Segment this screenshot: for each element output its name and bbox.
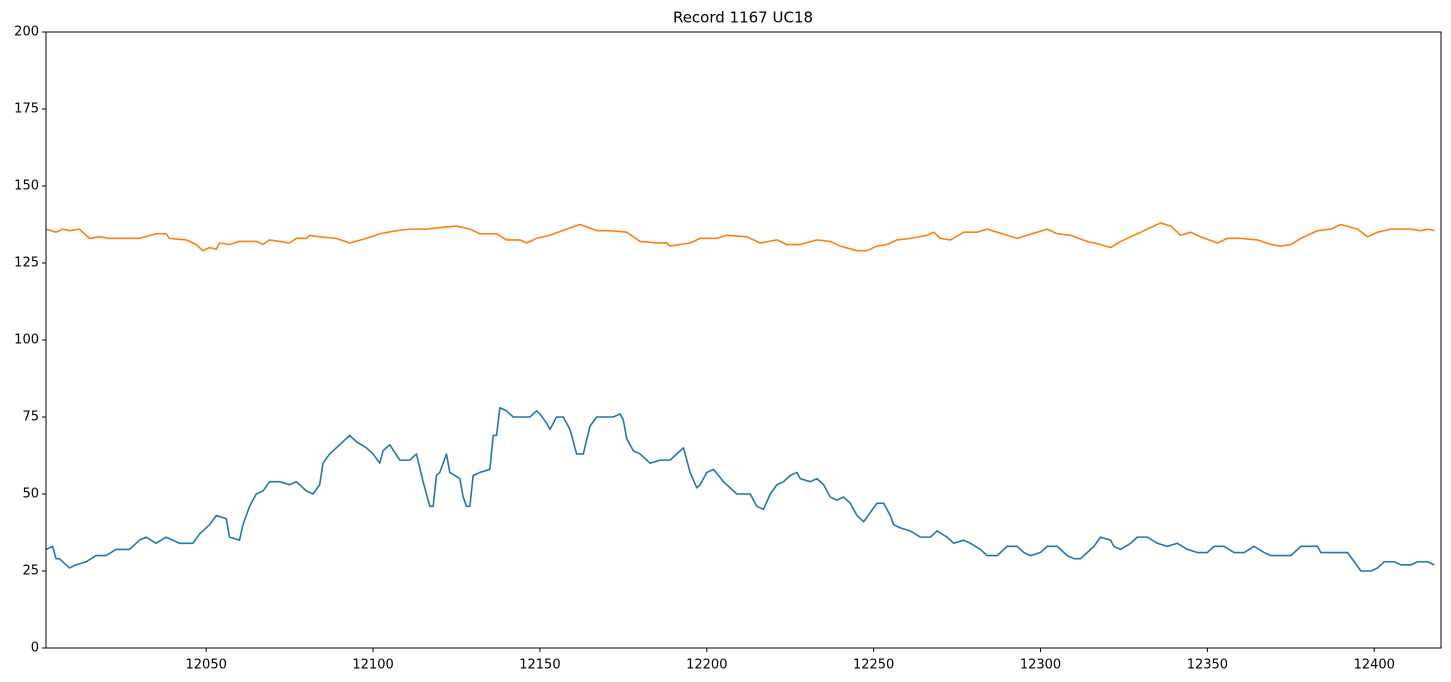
x-tick-label: 12150 bbox=[519, 658, 560, 673]
x-tick-label: 12100 bbox=[352, 658, 393, 673]
x-tick-label: 12400 bbox=[1354, 658, 1395, 673]
chart-title: Record 1167 UC18 bbox=[673, 9, 813, 27]
y-tick-label: 125 bbox=[14, 256, 39, 271]
series-line bbox=[45, 222, 1435, 252]
x-tick-label: 12050 bbox=[186, 658, 227, 673]
y-tick-label: 25 bbox=[22, 564, 39, 579]
x-tick-label: 12350 bbox=[1187, 658, 1228, 673]
y-tick-label: 75 bbox=[22, 410, 39, 425]
y-tick-label: 150 bbox=[14, 179, 39, 194]
y-tick-label: 0 bbox=[31, 641, 39, 656]
x-tick-label: 12200 bbox=[686, 658, 727, 673]
series-line bbox=[45, 406, 1435, 572]
y-tick-label: 175 bbox=[14, 102, 39, 117]
x-tick-label: 12250 bbox=[853, 658, 894, 673]
plot-frame bbox=[45, 31, 1442, 649]
y-tick-label: 100 bbox=[14, 333, 39, 348]
x-tick-label: 12300 bbox=[1020, 658, 1061, 673]
y-tick-label: 200 bbox=[14, 25, 39, 40]
y-tick-label: 50 bbox=[22, 487, 39, 502]
